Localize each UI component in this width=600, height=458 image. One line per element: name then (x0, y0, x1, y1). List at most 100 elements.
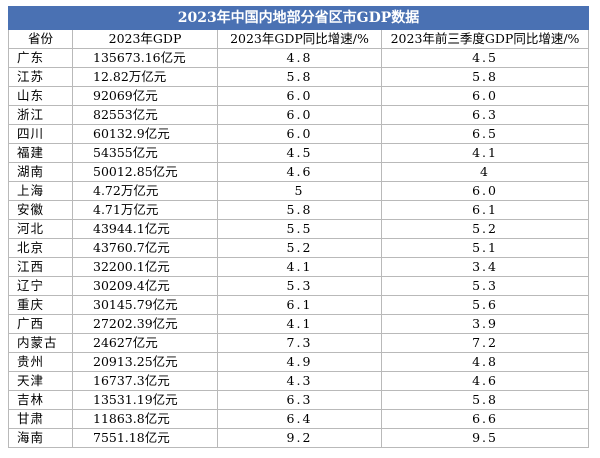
province-cell: 安徽 (8, 200, 73, 220)
table-row: 天津 16737.3亿元 4.3 4.6 (8, 371, 590, 391)
growth-q3-cell: 6.5 (380, 124, 590, 144)
table-row: 湖南 50012.85亿元 4.6 4 (8, 162, 590, 182)
province-cell: 上海 (8, 181, 73, 201)
province-cell: 四川 (8, 124, 73, 144)
gdp-cell: 27202.39亿元 (72, 314, 218, 334)
province-cell: 广西 (8, 314, 73, 334)
growth-2023-cell: 6.0 (217, 86, 382, 106)
growth-2023-cell: 5.3 (217, 276, 382, 296)
province-cell: 湖南 (8, 162, 73, 182)
table-row: 北京 43760.7亿元 5.2 5.1 (8, 238, 590, 258)
gdp-table: 2023年中国内地部分省区市GDP数据 省份 2023年GDP 2023年GDP… (7, 6, 590, 448)
growth-q3-cell: 9.5 (380, 428, 590, 448)
title-row: 2023年中国内地部分省区市GDP数据 (7, 6, 590, 30)
gdp-cell: 4.72万亿元 (72, 181, 218, 201)
province-cell: 福建 (8, 143, 73, 163)
growth-q3-cell: 5.1 (380, 238, 590, 258)
gdp-cell: 54355亿元 (72, 143, 218, 163)
table-row: 四川 60132.9亿元 6.0 6.5 (8, 124, 590, 144)
growth-q3-cell: 6.0 (380, 86, 590, 106)
province-cell: 贵州 (8, 352, 73, 372)
growth-q3-cell: 3.9 (380, 314, 590, 334)
table-row: 福建 54355亿元 4.5 4.1 (8, 143, 590, 163)
growth-q3-cell: 7.2 (380, 333, 590, 353)
growth-q3-cell: 3.4 (380, 257, 590, 277)
growth-2023-cell: 6.4 (217, 409, 382, 429)
table-row: 上海 4.72万亿元 5 6.0 (8, 181, 590, 201)
table-row: 江西 32200.1亿元 4.1 3.4 (8, 257, 590, 277)
table-row: 山东 92069亿元 6.0 6.0 (8, 86, 590, 106)
table-title: 2023年中国内地部分省区市GDP数据 (7, 6, 590, 30)
growth-2023-cell: 5.8 (217, 200, 382, 220)
gdp-cell: 43944.1亿元 (72, 219, 218, 239)
table-body: 广东 135673.16亿元 4.8 4.5 江苏 12.82万亿元 5.8 5.8 山东 920… (8, 48, 590, 448)
gdp-cell: 43760.7亿元 (72, 238, 218, 258)
province-cell: 北京 (8, 238, 73, 258)
table-row: 辽宁 30209.4亿元 5.3 5.3 (8, 276, 590, 296)
growth-2023-cell: 6.3 (217, 390, 382, 410)
growth-2023-cell: 5.5 (217, 219, 382, 239)
gdp-cell: 135673.16亿元 (72, 48, 218, 68)
growth-2023-cell: 9.2 (217, 428, 382, 448)
growth-2023-cell: 4.9 (217, 352, 382, 372)
table-row: 内蒙古 24627亿元 7.3 7.2 (8, 333, 590, 353)
province-cell: 江苏 (8, 67, 73, 87)
province-cell: 海南 (8, 428, 73, 448)
table-row: 吉林 13531.19亿元 6.3 5.8 (8, 390, 590, 410)
province-cell: 重庆 (8, 295, 73, 315)
gdp-cell: 92069亿元 (72, 86, 218, 106)
province-cell: 内蒙古 (8, 333, 73, 353)
growth-q3-cell: 4.5 (380, 48, 590, 68)
table-row: 甘肃 11863.8亿元 6.4 6.6 (8, 409, 590, 429)
growth-q3-cell: 6.1 (380, 200, 590, 220)
growth-2023-cell: 4.5 (217, 143, 382, 163)
gdp-cell: 11863.8亿元 (72, 409, 218, 429)
gdp-cell: 30145.79亿元 (72, 295, 218, 315)
gdp-cell: 13531.19亿元 (72, 390, 218, 410)
growth-2023-cell: 5 (217, 181, 382, 201)
growth-q3-cell: 5.8 (380, 67, 590, 87)
growth-2023-cell: 4.1 (217, 257, 382, 277)
gdp-cell: 16737.3亿元 (72, 371, 218, 391)
province-cell: 山东 (8, 86, 73, 106)
gdp-cell: 7551.18亿元 (72, 428, 218, 448)
province-cell: 辽宁 (8, 276, 73, 296)
gdp-cell: 12.82万亿元 (72, 67, 218, 87)
growth-2023-cell: 4.1 (217, 314, 382, 334)
gdp-cell: 82553亿元 (72, 105, 218, 125)
growth-2023-cell: 6.1 (217, 295, 382, 315)
growth-2023-cell: 6.0 (217, 124, 382, 144)
growth-2023-cell: 4.8 (217, 48, 382, 68)
gdp-cell: 50012.85亿元 (72, 162, 218, 182)
province-cell: 吉林 (8, 390, 73, 410)
table-row: 重庆 30145.79亿元 6.1 5.6 (8, 295, 590, 315)
header-province: 省份 (8, 29, 73, 49)
growth-q3-cell: 6.6 (380, 409, 590, 429)
growth-q3-cell: 4.1 (380, 143, 590, 163)
table-row: 江苏 12.82万亿元 5.8 5.8 (8, 67, 590, 87)
gdp-cell: 24627亿元 (72, 333, 218, 353)
growth-2023-cell: 5.2 (217, 238, 382, 258)
growth-q3-cell: 5.8 (380, 390, 590, 410)
table-row: 浙江 82553亿元 6.0 6.3 (8, 105, 590, 125)
growth-2023-cell: 5.8 (217, 67, 382, 87)
province-cell: 甘肃 (8, 409, 73, 429)
growth-q3-cell: 4.8 (380, 352, 590, 372)
gdp-cell: 30209.4亿元 (72, 276, 218, 296)
growth-2023-cell: 4.3 (217, 371, 382, 391)
table-row: 贵州 20913.25亿元 4.9 4.8 (8, 352, 590, 372)
growth-q3-cell: 6.0 (380, 181, 590, 201)
growth-2023-cell: 6.0 (217, 105, 382, 125)
gdp-cell: 32200.1亿元 (72, 257, 218, 277)
growth-q3-cell: 6.3 (380, 105, 590, 125)
growth-q3-cell: 5.6 (380, 295, 590, 315)
header-growth-2023: 2023年GDP同比增速/% (217, 29, 382, 49)
growth-q3-cell: 5.3 (380, 276, 590, 296)
table-row: 安徽 4.71万亿元 5.8 6.1 (8, 200, 590, 220)
province-cell: 天津 (8, 371, 73, 391)
growth-q3-cell: 4 (380, 162, 590, 182)
growth-2023-cell: 7.3 (217, 333, 382, 353)
table-row: 河北 43944.1亿元 5.5 5.2 (8, 219, 590, 239)
header-gdp: 2023年GDP (72, 29, 218, 49)
growth-q3-cell: 5.2 (380, 219, 590, 239)
